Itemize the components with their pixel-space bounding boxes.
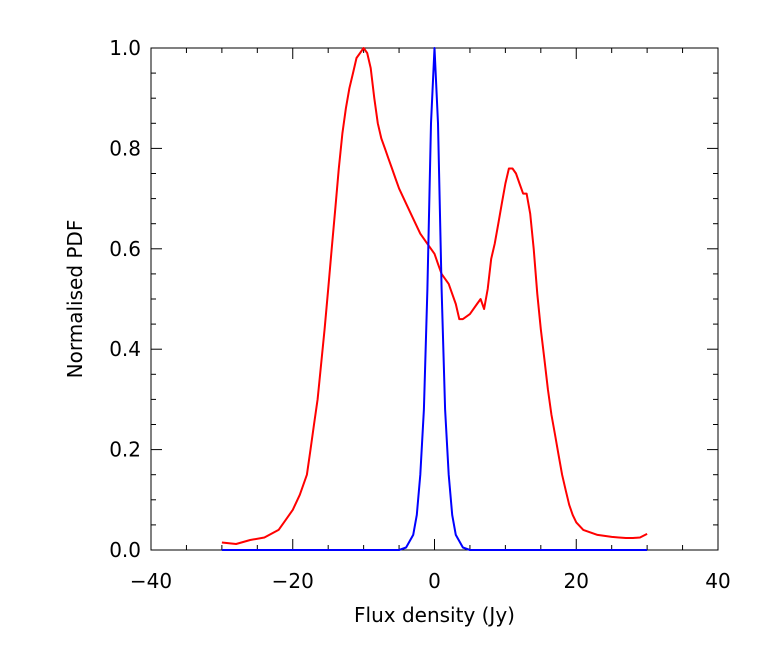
ticks [150, 47, 719, 551]
y-tick-label: 0.8 [109, 136, 141, 160]
x-tick-label: 0 [428, 569, 441, 593]
series-layer [221, 47, 648, 551]
y-tick-label: 0.6 [109, 237, 141, 261]
y-tick-label: 0.4 [109, 337, 141, 361]
y-tick-label: 0.0 [109, 538, 141, 562]
x-axis-title: Flux density (Jy) [354, 603, 515, 627]
series-line-red [221, 47, 648, 545]
y-tick-label: 1.0 [109, 36, 141, 60]
x-tick-label: −40 [130, 569, 172, 593]
plot-frame [150, 47, 719, 551]
y-tick-label: 0.2 [109, 438, 141, 462]
tick-labels: −40 −20 0 20 40 0.0 0.2 0.4 0.6 0.8 1.0 [109, 36, 731, 593]
x-tick-label: 20 [564, 569, 589, 593]
x-tick-label: 40 [705, 569, 730, 593]
y-axis-title: Normalised PDF [63, 220, 87, 379]
series-line-blue [221, 47, 648, 551]
x-tick-label: −20 [272, 569, 314, 593]
